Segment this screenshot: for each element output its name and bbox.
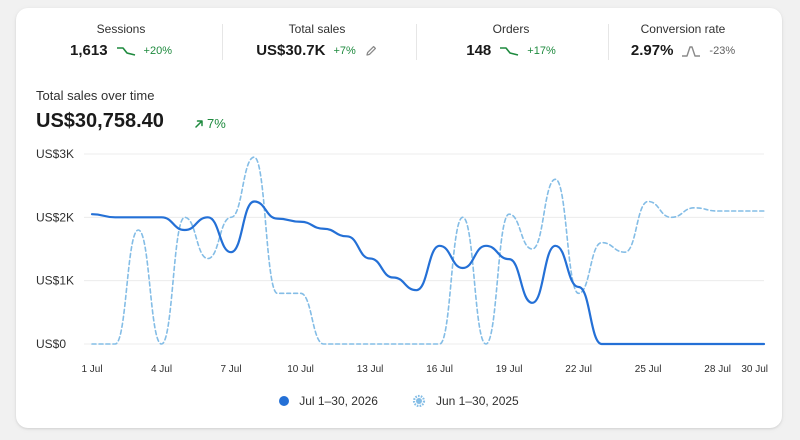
metric-value: 148 [466, 42, 492, 59]
metric-label: Sessions [96, 22, 146, 36]
x-tick-label: 30 Jul [741, 364, 768, 375]
series-lines [90, 156, 766, 346]
metric-value: 2.97% [630, 42, 674, 59]
x-tick-label: 13 Jul [357, 364, 384, 375]
metric-value: 1,613 [70, 42, 108, 59]
arrow-up-right-icon [195, 119, 203, 128]
metric-conversion-rate[interactable]: Conversion rate 2.97% -23% [588, 14, 778, 64]
grid-lines [84, 153, 764, 345]
x-tick-label: 7 Jul [220, 364, 241, 375]
chart-title: Total sales over time [36, 88, 155, 103]
x-tick-label: 1 Jul [81, 364, 102, 375]
x-tick-label: 16 Jul [426, 364, 453, 375]
legend-dot-icon [279, 396, 290, 406]
legend-label: Jun 1–30, 2025 [435, 394, 519, 408]
metric-total-sales[interactable]: Total sales US$30.7K +7% [222, 14, 412, 64]
legend-item-previous[interactable]: Jun 1–30, 2025 [412, 394, 519, 408]
sales-card: Sessions 1,613 +20% Total sales US$30.7K… [16, 8, 782, 428]
x-tick-label: 10 Jul [287, 364, 314, 375]
metric-sessions[interactable]: Sessions 1,613 +20% [26, 14, 216, 64]
legend-dashed-dot-icon [412, 394, 426, 408]
y-axis-labels: US$0 US$1K US$2K US$3K [36, 147, 74, 351]
legend-label: Jul 1–30, 2026 [299, 394, 378, 408]
x-tick-label: 4 Jul [151, 364, 172, 375]
y-tick-label: US$3K [36, 147, 74, 161]
divider [222, 24, 223, 60]
x-tick-label: 22 Jul [565, 364, 592, 375]
chart-legend: Jul 1–30, 2026 Jun 1–30, 2025 [16, 394, 782, 408]
y-tick-label: US$0 [36, 337, 66, 351]
divider [416, 24, 417, 60]
metrics-bar: Sessions 1,613 +20% Total sales US$30.7K… [16, 8, 782, 64]
metric-trend: +7% [333, 44, 356, 57]
metric-orders[interactable]: Orders 148 +17% [416, 14, 606, 64]
sparkline-down-icon [500, 46, 519, 56]
metric-label: Conversion rate [640, 22, 726, 36]
metric-value: US$30.7K [256, 42, 326, 59]
metric-trend: +17% [527, 44, 556, 57]
divider [608, 24, 609, 60]
sales-line-chart[interactable]: US$0 US$1K US$2K US$3K 1 Jul 4 Jul 7 Jul 10 Ju… [16, 8, 782, 398]
chart-total-value: US$30,758.40 [36, 110, 164, 132]
series-line-previous[interactable] [91, 156, 765, 345]
metric-trend: +20% [143, 44, 172, 57]
x-tick-label: 25 Jul [635, 364, 662, 375]
metric-label: Total sales [288, 22, 346, 36]
pencil-icon[interactable] [364, 44, 378, 58]
y-tick-label: US$2K [36, 210, 74, 224]
chart-change-value: 7% [207, 116, 226, 131]
series-line-current[interactable] [90, 200, 766, 346]
x-axis-labels: 1 Jul 4 Jul 7 Jul 10 Jul 13 Jul 16 Jul 19 Jul 2… [81, 364, 768, 375]
sparkline-peak-icon [682, 45, 701, 57]
x-tick-label: 19 Jul [496, 364, 523, 375]
sparkline-down-icon [116, 46, 135, 56]
metric-label: Orders [492, 22, 530, 36]
x-tick-label: 28 Jul [704, 364, 731, 375]
legend-item-current[interactable]: Jul 1–30, 2026 [279, 394, 378, 408]
chart-change: 7% [194, 116, 226, 131]
y-tick-label: US$1K [36, 274, 74, 288]
metric-trend: -23% [709, 44, 736, 57]
